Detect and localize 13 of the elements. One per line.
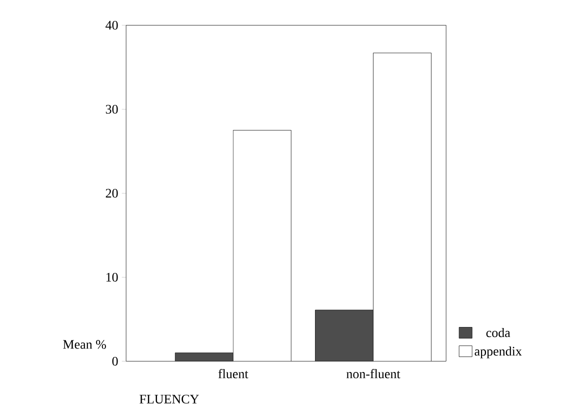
bar (315, 310, 374, 362)
x-tick-label: non-fluent (346, 369, 400, 378)
legend-label: appendix (474, 346, 522, 358)
y-axis-title: Mean % (63, 340, 106, 349)
x-axis-title: FLUENCY (140, 394, 199, 404)
y-tick-label: 20 (106, 188, 118, 198)
legend-label: coda (486, 328, 510, 338)
y-tick-label: 40 (106, 20, 118, 30)
y-tick-label: 30 (106, 104, 118, 114)
bar (175, 352, 234, 362)
x-tick-label: fluent (218, 369, 248, 378)
y-tick-label: 0 (112, 356, 118, 366)
y-tick-label: 10 (106, 272, 118, 282)
